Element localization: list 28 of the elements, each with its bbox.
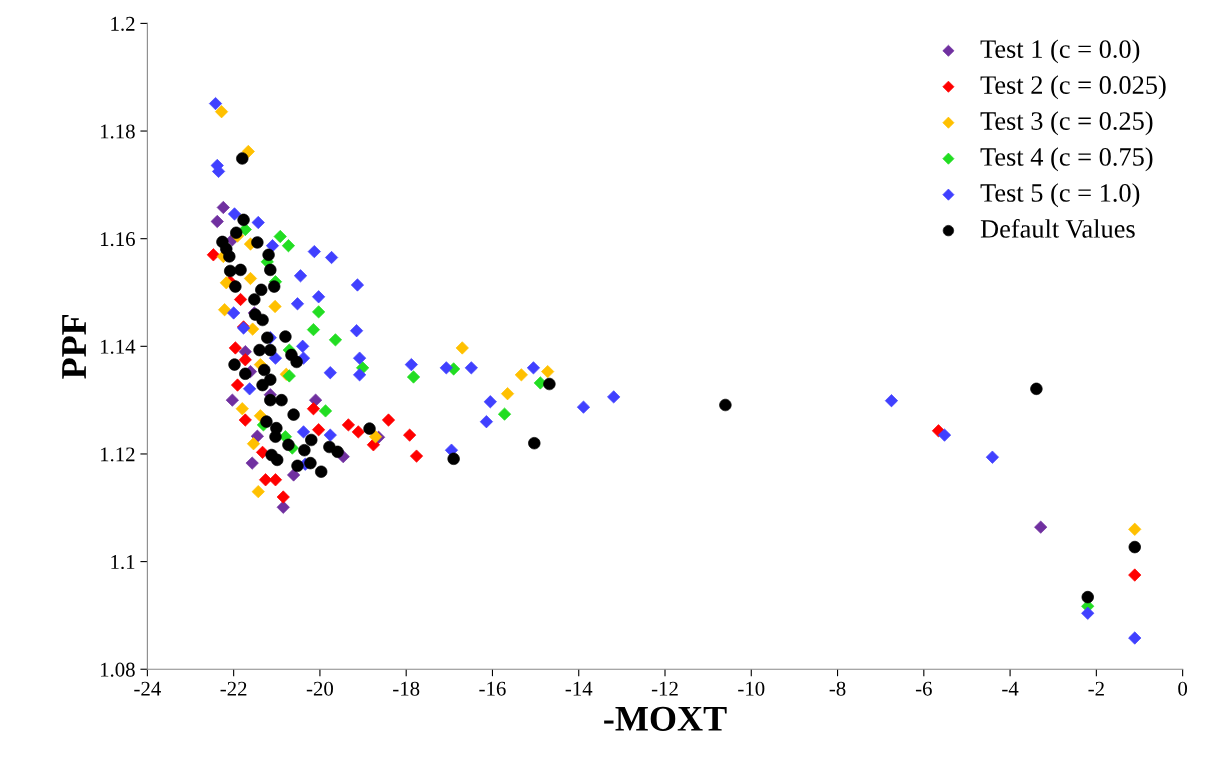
y-tick-label: 1.16 xyxy=(100,232,135,247)
legend-label: Test 1 (c = 0.0) xyxy=(980,39,1140,64)
y-tick-label: 1.12 xyxy=(100,447,135,462)
x-tick-label: -22 xyxy=(220,681,247,696)
x-tick-label: -6 xyxy=(915,681,932,696)
legend-label: Test 3 (c = 0.25) xyxy=(980,111,1153,136)
x-tick-label: -20 xyxy=(306,681,334,696)
x-tick-label: -18 xyxy=(393,681,420,696)
legend-label: Test 5 (c = 1.0) xyxy=(980,183,1140,208)
y-tick-label: 1.18 xyxy=(100,124,135,139)
x-tick-label: 0 xyxy=(1178,681,1188,696)
y-tick-label: 1.08 xyxy=(100,662,135,677)
y-tick-label: 1.2 xyxy=(111,16,135,31)
x-tick-label: -2 xyxy=(1088,681,1104,696)
legend-label: Test 4 (c = 0.75) xyxy=(980,147,1153,172)
x-tick-label: -24 xyxy=(134,681,161,696)
x-tick-label: -12 xyxy=(651,681,678,696)
y-tick-label: 1.1 xyxy=(111,555,135,570)
legend-label: Default Values xyxy=(980,218,1135,238)
x-tick-label: -10 xyxy=(738,681,765,696)
y-tick-label: 1.14 xyxy=(100,339,136,354)
x-tick-label: -16 xyxy=(479,681,506,696)
x-tick-label: -4 xyxy=(1002,681,1019,696)
x-axis-title: -MOXT xyxy=(604,706,727,731)
legend-label: Test 2 (c = 0.025) xyxy=(980,75,1166,100)
x-tick-label: -8 xyxy=(829,681,846,696)
y-axis-title: PPF xyxy=(62,314,86,379)
x-tick-label: -14 xyxy=(565,681,593,696)
